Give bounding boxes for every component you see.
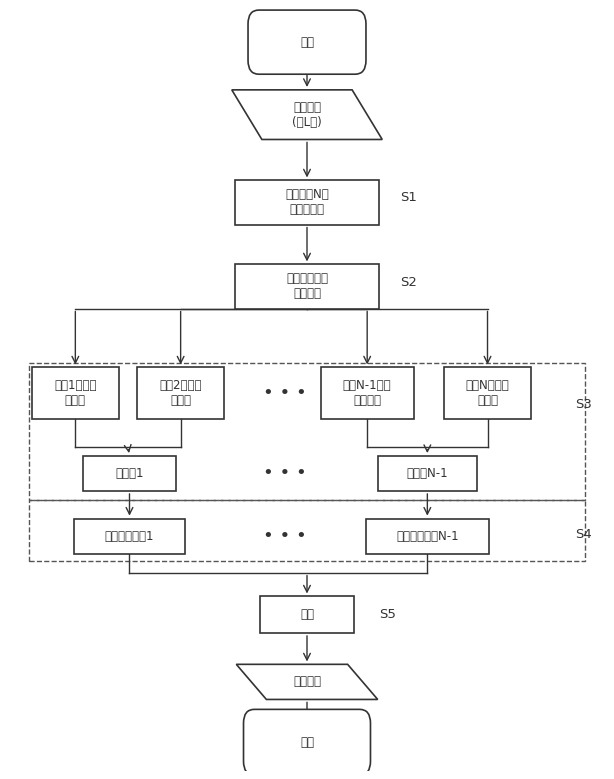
Bar [444, 368, 531, 419]
Text: 结束: 结束 [300, 735, 314, 749]
Bar [378, 456, 477, 491]
Text: 运动表征: 运动表征 [293, 675, 321, 689]
Bar [137, 368, 224, 419]
Bar [83, 456, 176, 491]
Bar [235, 264, 379, 308]
Text: 差异图1: 差异图1 [115, 467, 144, 480]
Text: 视频序列
(共L帧): 视频序列 (共L帧) [292, 100, 322, 129]
Text: 编码: 编码 [300, 608, 314, 621]
Text: 卷积神经网络
浅层处理: 卷积神经网络 浅层处理 [286, 273, 328, 301]
Bar [235, 180, 379, 224]
Bar [29, 500, 585, 561]
Text: • • •: • • • [263, 527, 306, 545]
Text: 开始: 开始 [300, 36, 314, 48]
FancyBboxPatch shape [248, 10, 366, 74]
Text: • • •: • • • [263, 384, 306, 402]
Bar [29, 363, 585, 500]
Text: 时刻N-1的浅
层特征图: 时刻N-1的浅 层特征图 [343, 379, 392, 407]
Polygon shape [236, 664, 378, 700]
Bar [32, 368, 119, 419]
Text: 时刻N的浅层
特征图: 时刻N的浅层 特征图 [465, 379, 510, 407]
Text: 差异累积通道1: 差异累积通道1 [105, 530, 154, 543]
Bar [260, 597, 354, 633]
Text: S5: S5 [379, 608, 396, 621]
Text: 差异累积通道N-1: 差异累积通道N-1 [396, 530, 459, 543]
Text: 时刻1的浅层
特征图: 时刻1的浅层 特征图 [54, 379, 96, 407]
Text: 抽取相邻N帧
的原始图像: 抽取相邻N帧 的原始图像 [285, 189, 329, 217]
Text: S3: S3 [575, 398, 592, 411]
Bar [321, 368, 414, 419]
Text: 差异图N-1: 差异图N-1 [406, 467, 448, 480]
Polygon shape [232, 90, 382, 139]
Text: S4: S4 [575, 528, 591, 541]
Text: S1: S1 [400, 191, 417, 203]
Text: • • •: • • • [263, 464, 306, 482]
Text: 时刻2的浅层
特征图: 时刻2的浅层 特征图 [160, 379, 202, 407]
Bar [74, 519, 185, 554]
Text: S2: S2 [400, 276, 417, 289]
FancyBboxPatch shape [244, 710, 370, 775]
Bar [366, 519, 489, 554]
